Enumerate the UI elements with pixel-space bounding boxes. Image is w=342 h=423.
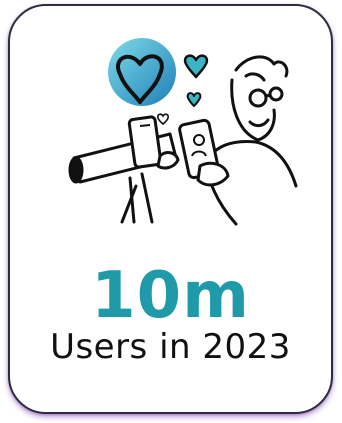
stat-caption: Users in 2023 <box>50 327 291 367</box>
telescope-phones-illustration <box>68 38 298 226</box>
tiny-heart-icon <box>186 92 202 107</box>
outline-heart-icon <box>157 113 169 126</box>
big-heart-icon <box>108 38 176 106</box>
person-icon <box>206 55 298 226</box>
small-heart-icon <box>183 54 209 79</box>
stat-value: 10m <box>91 259 250 333</box>
phone-left-icon <box>127 115 163 169</box>
hands-icon <box>156 151 230 187</box>
stat-card: 10m Users in 2023 <box>8 4 333 414</box>
